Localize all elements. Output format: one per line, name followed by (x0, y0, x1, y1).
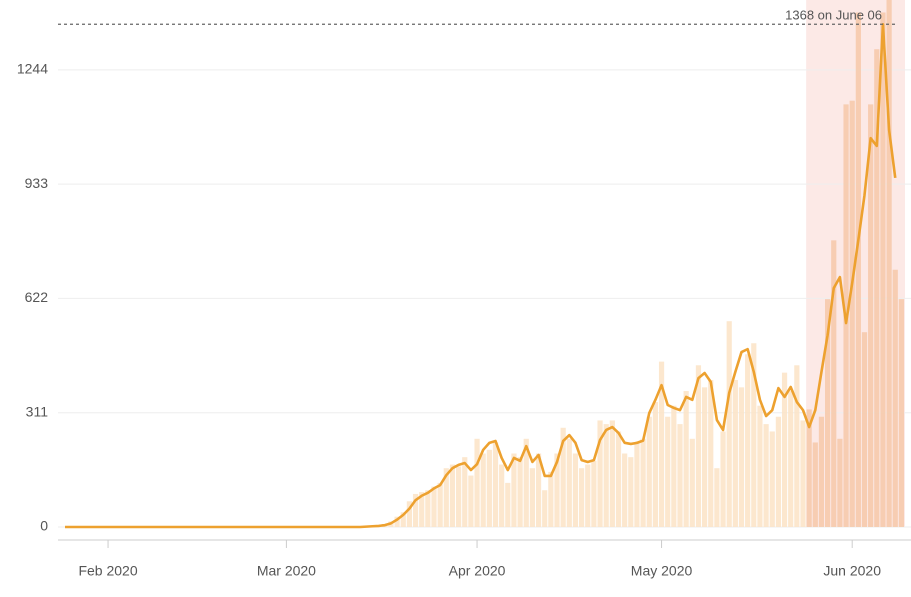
bar (480, 453, 486, 527)
bar (831, 240, 837, 527)
bar (542, 490, 548, 527)
bar (837, 438, 843, 527)
bar (412, 493, 419, 527)
bar (419, 492, 425, 527)
bar (548, 471, 554, 527)
bar (658, 361, 665, 527)
bar (886, 0, 892, 527)
y-tick-label: 933 (25, 175, 49, 191)
bar (794, 365, 800, 527)
bar (757, 405, 763, 527)
bar (868, 104, 874, 528)
x-tick-label: Feb 2020 (78, 563, 137, 579)
bar (486, 449, 492, 527)
x-tick-label: Apr 2020 (449, 563, 506, 579)
bar (763, 424, 769, 527)
bar (874, 49, 880, 527)
bar (585, 464, 591, 527)
bar (394, 516, 400, 527)
bar (880, 12, 886, 528)
bar (566, 438, 572, 527)
bar (535, 453, 542, 527)
bar (714, 468, 720, 527)
x-tick-label: Jun 2020 (823, 563, 881, 579)
bar (818, 416, 825, 527)
bar (505, 482, 511, 527)
x-tick-label: Mar 2020 (257, 563, 316, 579)
y-tick-label: 311 (26, 403, 49, 419)
bar (892, 269, 898, 527)
bar (560, 427, 566, 527)
bar (708, 379, 714, 527)
bar (745, 354, 751, 527)
bar (456, 466, 462, 527)
annotation-label: 1368 on June 06 (785, 8, 882, 23)
bar (738, 387, 745, 527)
bar (615, 431, 622, 527)
bar (702, 387, 708, 527)
bar (443, 468, 449, 527)
bar (640, 438, 646, 527)
bar (665, 416, 671, 527)
y-tick-label: 0 (40, 518, 48, 534)
bar (462, 457, 468, 527)
line (65, 22, 897, 529)
bar (431, 486, 437, 527)
bar (646, 416, 652, 527)
bar (825, 299, 831, 527)
bar (400, 512, 406, 527)
bar (579, 468, 585, 527)
bar (572, 453, 579, 527)
bar (474, 438, 480, 527)
bar (671, 405, 677, 527)
bar (683, 391, 689, 527)
bar (449, 464, 456, 527)
bar (603, 424, 609, 527)
bar (634, 442, 640, 527)
bar (855, 12, 861, 528)
bar (769, 431, 775, 527)
bar (622, 453, 628, 527)
bar (591, 460, 597, 527)
bar (800, 420, 806, 527)
bar (499, 464, 505, 527)
bar (511, 453, 517, 527)
bar (689, 438, 695, 527)
bar (677, 424, 683, 527)
bar (751, 343, 757, 527)
bar (898, 299, 904, 527)
bar (597, 420, 603, 527)
bar (788, 391, 794, 527)
bar (554, 453, 560, 527)
bar (492, 442, 499, 527)
bar (652, 402, 658, 527)
bar (628, 457, 634, 527)
bar (812, 442, 818, 527)
bar (720, 431, 726, 527)
bar (861, 332, 868, 527)
bar (849, 100, 855, 527)
bar (726, 321, 732, 527)
bar (425, 490, 431, 527)
bar (406, 501, 412, 527)
bar (732, 379, 738, 527)
bar (609, 420, 615, 527)
bar (695, 365, 702, 527)
bar (781, 372, 788, 527)
bar (468, 475, 474, 527)
x-tick-label: May 2020 (631, 563, 693, 579)
bar (806, 409, 812, 527)
bar (437, 482, 443, 527)
y-tick-label: 622 (25, 289, 49, 305)
bar (529, 468, 535, 527)
bar (517, 457, 523, 527)
bar (775, 416, 781, 527)
bar (523, 438, 529, 527)
y-tick-label: 1244 (17, 61, 48, 77)
